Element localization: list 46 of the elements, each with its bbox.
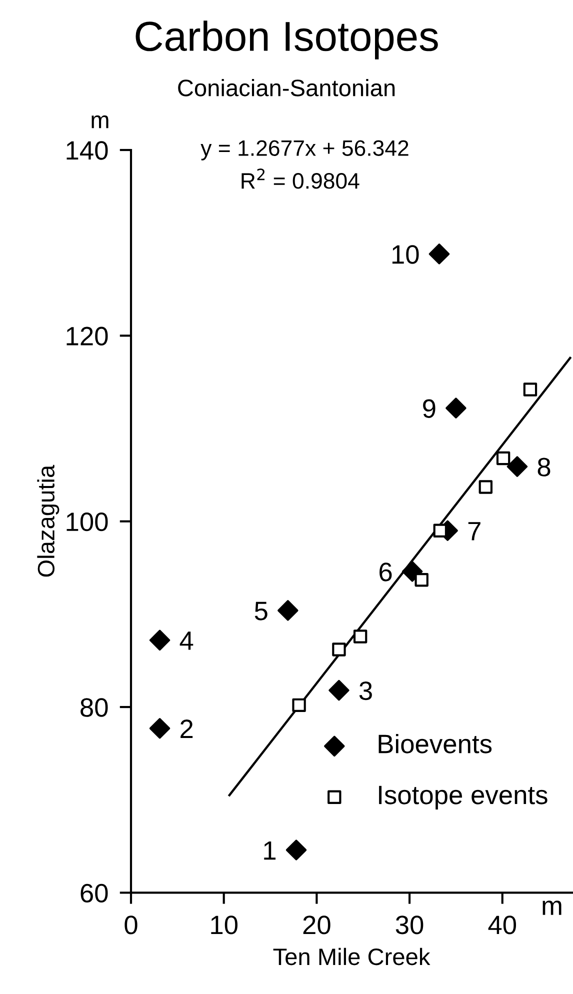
chart-title: Carbon Isotopes [136,20,438,60]
x-tick-label: 40 [488,916,516,934]
point [328,680,350,701]
point [446,398,466,418]
point [278,600,298,621]
y-tick-label: 140 [66,141,108,160]
annotation: 3 [359,681,372,700]
point [149,630,170,651]
annotation: 7 [468,522,480,540]
point [496,451,510,466]
x-tick-label: 30 [396,916,424,934]
annotation: 2 [180,720,193,738]
point [286,840,307,860]
point [506,456,528,477]
annotation: 5 [254,602,268,620]
annotation: y = 1.2677x + 56.342 [200,140,408,160]
y-tick-label: 100 [66,512,108,532]
point [149,718,170,739]
chart-subtitle: Coniacian-Santonian [178,78,395,96]
point [523,382,538,396]
annotation: 4 [180,632,194,650]
annotation: 8 [538,458,550,476]
text: m [542,900,562,915]
text: m [92,115,108,128]
annotation: 9 [423,399,436,418]
point [414,572,428,587]
annotation: 10 [392,245,419,264]
annotation: R$^{2}$ = 0.9804 [242,168,360,189]
y-axis-title: Olazagutia [37,464,60,577]
annotation: 1 [264,841,276,860]
x-tick-label: 10 [211,916,238,934]
annotation: 6 [380,562,392,582]
point [402,561,423,582]
y-tick-label: 80 [80,698,108,717]
y-tick-label: 60 [80,884,108,903]
point [332,642,346,656]
x-axis-title: Ten Mile Creek [273,948,430,966]
point [353,630,368,644]
point [478,480,493,494]
x-tick-label: 20 [303,916,330,934]
y-tick-label: 120 [66,326,108,346]
legend-label: Bioevents [378,734,492,754]
x-tick-label: 0 [124,916,138,934]
point [292,698,306,712]
legend-label: Isotope events [379,786,548,810]
point [428,244,450,264]
